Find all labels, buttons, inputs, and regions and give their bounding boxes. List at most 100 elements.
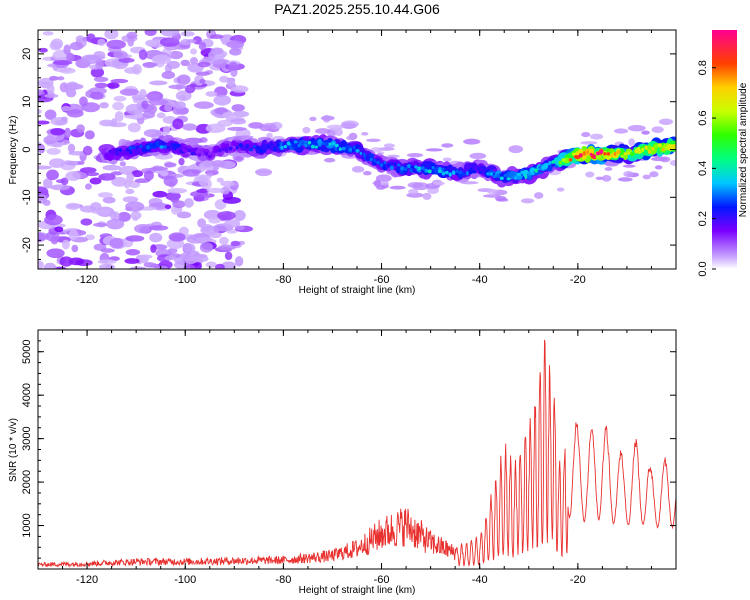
noise-blob <box>323 157 336 163</box>
noise-blob <box>176 74 191 85</box>
ridge-blob <box>156 142 160 148</box>
colorbar-tick-label: 0.8 <box>697 60 709 75</box>
ridge-blob <box>349 147 353 152</box>
ridge-blob <box>644 145 648 150</box>
ridge-blob <box>197 153 201 157</box>
noise-blob <box>469 152 487 160</box>
ridge-blob <box>159 145 164 149</box>
noise-blob <box>44 214 63 226</box>
noise-blob <box>81 54 100 65</box>
colorbar-tick-label: 0.6 <box>697 110 709 125</box>
ridge-blob <box>499 176 504 181</box>
noise-blob <box>139 89 147 99</box>
noise-blob <box>59 256 74 267</box>
noise-blob <box>373 179 382 188</box>
ridge-blob <box>341 146 346 151</box>
noise-blob <box>164 255 177 261</box>
noise-blob <box>322 114 331 123</box>
noise-blob <box>601 174 612 182</box>
ridge-blob <box>476 165 480 171</box>
noise-blob <box>375 174 392 183</box>
ridge-blob <box>111 150 116 155</box>
ridge-blob <box>204 151 209 156</box>
ridge-blob <box>307 140 312 145</box>
noise-blob <box>196 188 210 193</box>
noise-blob <box>613 128 629 134</box>
ridge-blob <box>637 149 642 153</box>
noise-blob <box>94 82 108 89</box>
noise-blob <box>595 176 604 181</box>
noise-blob <box>158 265 169 269</box>
noise-blob <box>43 262 57 269</box>
noise-blob <box>230 118 247 125</box>
noise-blob <box>377 147 395 151</box>
ridge-blob <box>224 145 230 154</box>
noise-blob <box>198 175 209 187</box>
y-tick-label: 2000 <box>21 470 33 494</box>
noise-blob <box>233 209 246 221</box>
noise-blob <box>60 177 69 186</box>
noise-blob <box>90 67 105 78</box>
ridge-blob <box>269 142 274 147</box>
noise-blob <box>152 190 168 198</box>
noise-blob <box>441 143 454 148</box>
noise-blob <box>42 31 54 36</box>
noise-blob <box>183 243 196 253</box>
noise-blob <box>234 155 244 161</box>
ridge-blob <box>534 168 538 173</box>
noise-blob <box>86 33 96 43</box>
ridge-blob <box>588 148 594 156</box>
noise-blob <box>65 88 77 98</box>
ridge-blob <box>321 141 325 146</box>
ridge-blob <box>417 166 422 170</box>
noise-blob <box>67 143 76 153</box>
ridge-blob <box>490 172 493 176</box>
snr-background <box>38 330 676 569</box>
noise-blob <box>164 162 177 168</box>
noise-blob <box>125 249 141 256</box>
noise-blob <box>112 101 125 111</box>
noise-blob <box>149 232 163 243</box>
ridge-blob <box>228 146 233 151</box>
noise-blob <box>148 225 169 231</box>
ridge-blob <box>553 157 560 164</box>
ridge-blob <box>424 168 429 173</box>
ridge-blob <box>627 151 631 155</box>
ridge-blob <box>520 170 525 174</box>
noise-blob <box>151 54 172 65</box>
spectrogram-x-label: Height of straight line (km) <box>299 285 416 296</box>
ridge-blob <box>648 149 651 154</box>
noise-blob <box>68 229 79 241</box>
noise-blob <box>183 264 196 269</box>
noise-blob <box>617 177 633 182</box>
noise-blob <box>425 148 443 152</box>
ridge-blob <box>472 169 477 174</box>
noise-blob <box>89 177 102 185</box>
noise-blob <box>119 88 140 96</box>
ridge-blob <box>541 165 545 170</box>
noise-blob <box>110 78 129 84</box>
ridge-blob <box>314 145 318 149</box>
noise-blob <box>184 197 194 208</box>
ridge-blob <box>538 165 542 170</box>
noise-blob <box>422 192 432 200</box>
noise-blob <box>642 174 651 180</box>
noise-blob <box>46 169 59 181</box>
noise-blob <box>205 261 217 268</box>
ridge-blob <box>174 142 177 147</box>
noise-blob <box>79 167 97 174</box>
noise-blob <box>326 124 345 130</box>
noise-blob <box>556 187 565 192</box>
noise-blob <box>145 39 158 47</box>
ridge-blob <box>357 146 365 155</box>
ridge-blob <box>146 145 150 150</box>
noise-blob <box>219 236 229 245</box>
noise-blob <box>486 188 498 195</box>
colorbar-gradient <box>712 30 737 269</box>
noise-blob <box>61 239 70 250</box>
noise-blob <box>230 85 249 93</box>
chart-title: PAZ1.2025.255.10.44.G06 <box>274 1 440 17</box>
ridge-blob <box>397 163 401 167</box>
noise-blob <box>230 240 241 247</box>
ridge-blob <box>410 165 415 169</box>
